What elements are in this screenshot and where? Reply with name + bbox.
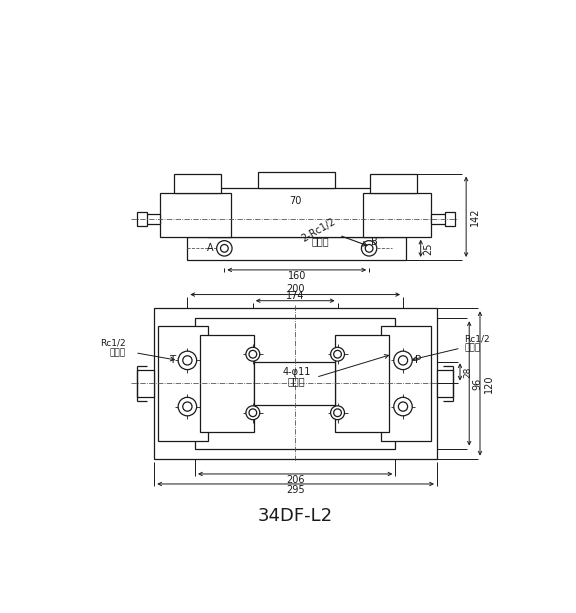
Text: 120: 120 [483, 374, 494, 393]
Bar [158, 326, 208, 441]
Bar [255, 362, 335, 405]
Text: A: A [207, 243, 214, 253]
Circle shape [399, 402, 408, 411]
Circle shape [183, 402, 192, 411]
Circle shape [178, 397, 196, 416]
Text: 回油口: 回油口 [109, 348, 126, 357]
Circle shape [334, 409, 342, 417]
Circle shape [394, 397, 412, 416]
Text: 295: 295 [286, 485, 305, 495]
Circle shape [178, 351, 196, 370]
Circle shape [331, 348, 344, 361]
Text: 安裝孔: 安裝孔 [288, 376, 305, 386]
Bar [445, 212, 454, 226]
Bar [258, 172, 335, 188]
Circle shape [183, 356, 192, 365]
Text: 4-φ11: 4-φ11 [283, 367, 311, 377]
Bar [208, 188, 384, 237]
Text: 206: 206 [286, 475, 305, 485]
Bar [137, 370, 154, 397]
Bar [335, 335, 389, 432]
Circle shape [361, 241, 377, 256]
Text: 出油口: 出油口 [311, 237, 329, 246]
Text: 25: 25 [423, 242, 433, 254]
Text: B: B [372, 237, 378, 247]
Circle shape [221, 245, 228, 252]
Text: 70: 70 [289, 196, 301, 205]
Text: P: P [415, 356, 422, 365]
Bar [381, 326, 431, 441]
Bar [363, 193, 431, 237]
Text: 28: 28 [463, 366, 472, 378]
Text: 142: 142 [471, 208, 480, 226]
Bar [154, 308, 437, 459]
Text: T: T [169, 356, 175, 365]
Text: 96: 96 [472, 378, 482, 390]
Text: Rc1/2: Rc1/2 [100, 339, 126, 348]
Bar [431, 215, 449, 224]
Bar [173, 173, 221, 193]
Bar [160, 193, 232, 237]
Circle shape [249, 409, 257, 417]
Text: 160: 160 [287, 271, 306, 281]
Text: 2-Rc1/2: 2-Rc1/2 [300, 216, 337, 243]
Circle shape [217, 241, 232, 256]
Bar [187, 237, 406, 260]
Text: 34DF-L2: 34DF-L2 [257, 508, 333, 525]
Circle shape [249, 351, 257, 358]
Bar [143, 215, 160, 224]
Circle shape [394, 351, 412, 370]
Bar [437, 370, 453, 397]
Text: 200: 200 [286, 284, 305, 294]
Text: Rc1/2: Rc1/2 [465, 334, 490, 343]
Text: 進油口: 進油口 [465, 343, 481, 352]
Circle shape [331, 406, 344, 420]
Circle shape [334, 351, 342, 358]
Bar [195, 318, 395, 449]
Circle shape [399, 356, 408, 365]
Bar [200, 335, 255, 432]
Circle shape [246, 348, 260, 361]
Circle shape [365, 245, 373, 252]
Bar [370, 173, 417, 193]
Circle shape [246, 406, 260, 420]
Text: 174: 174 [286, 291, 305, 301]
Bar [137, 212, 146, 226]
